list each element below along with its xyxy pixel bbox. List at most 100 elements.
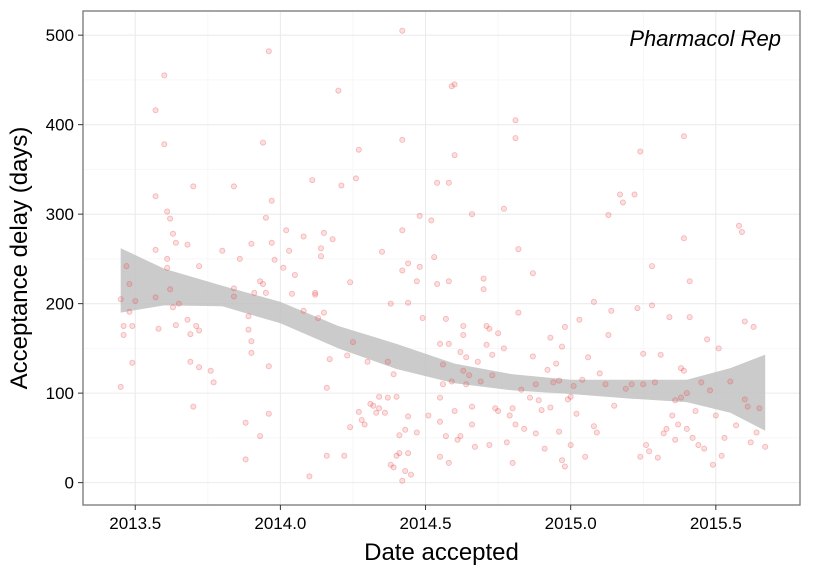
data-point xyxy=(486,325,493,332)
data-point xyxy=(436,340,443,347)
data-point xyxy=(187,358,194,365)
data-point xyxy=(492,405,499,412)
y-tick-label: 300 xyxy=(46,205,74,224)
data-point xyxy=(230,285,237,292)
data-point xyxy=(259,280,266,287)
data-point xyxy=(541,445,548,452)
data-point xyxy=(680,133,687,140)
data-point xyxy=(172,322,179,329)
data-point xyxy=(518,386,525,393)
data-point xyxy=(390,371,397,378)
data-point xyxy=(672,436,679,443)
data-point xyxy=(175,300,182,307)
data-point xyxy=(500,205,507,212)
x-tick-label: 2013.5 xyxy=(109,514,161,533)
data-point xyxy=(628,381,635,388)
data-point xyxy=(535,397,542,404)
data-point xyxy=(718,452,725,459)
data-point xyxy=(483,322,490,329)
data-point xyxy=(370,402,377,409)
data-point xyxy=(756,405,763,412)
data-point xyxy=(509,405,516,412)
data-point xyxy=(715,345,722,352)
data-point xyxy=(744,403,751,410)
data-point xyxy=(364,358,371,365)
data-point xyxy=(489,351,496,358)
data-point xyxy=(686,278,693,285)
data-point xyxy=(320,229,327,236)
x-tick-label: 2015.0 xyxy=(545,514,597,533)
data-point xyxy=(733,422,740,429)
data-point xyxy=(338,182,345,189)
data-point xyxy=(405,413,412,420)
data-point xyxy=(512,135,519,142)
data-point xyxy=(172,239,179,246)
data-point xyxy=(367,400,374,407)
data-point xyxy=(126,308,133,315)
data-point xyxy=(120,331,127,338)
data-point xyxy=(468,211,475,218)
data-point xyxy=(483,341,490,348)
data-point xyxy=(268,239,275,246)
data-point xyxy=(657,351,664,358)
data-point xyxy=(335,87,342,94)
data-point xyxy=(405,299,412,306)
data-point xyxy=(669,412,676,419)
data-point xyxy=(576,316,583,323)
data-point xyxy=(506,412,513,419)
data-point xyxy=(474,358,481,365)
data-point xyxy=(317,253,324,260)
data-point xyxy=(561,323,568,330)
data-point xyxy=(617,191,624,198)
data-point xyxy=(663,425,670,432)
data-point xyxy=(439,361,446,368)
data-point xyxy=(649,263,656,270)
data-point xyxy=(344,352,351,359)
data-point xyxy=(242,456,249,463)
data-point xyxy=(593,429,600,436)
data-point xyxy=(242,419,249,426)
data-point xyxy=(399,27,406,34)
data-point xyxy=(495,330,502,337)
data-point xyxy=(306,473,313,480)
data-point xyxy=(741,318,748,325)
data-point xyxy=(567,393,574,400)
data-point xyxy=(445,278,452,285)
data-point xyxy=(660,430,667,437)
data-point xyxy=(544,366,551,373)
data-point xyxy=(701,445,708,452)
data-point xyxy=(434,179,441,186)
smooth-confidence-band xyxy=(120,248,766,431)
data-point xyxy=(196,327,203,334)
data-point xyxy=(689,434,696,441)
x-tick-label: 2015.5 xyxy=(690,514,742,533)
data-point xyxy=(602,381,609,388)
data-point xyxy=(445,340,452,347)
data-point xyxy=(323,384,330,391)
data-point xyxy=(515,309,522,316)
data-point xyxy=(376,393,383,400)
data-point xyxy=(413,278,420,285)
data-point xyxy=(416,212,423,219)
data-point xyxy=(442,433,449,440)
data-point xyxy=(155,325,162,332)
data-point xyxy=(405,260,412,267)
data-point xyxy=(257,433,264,440)
data-point xyxy=(460,367,467,374)
data-point xyxy=(355,408,362,415)
data-point xyxy=(320,309,327,316)
data-point xyxy=(286,247,293,254)
data-point xyxy=(559,457,566,464)
data-point xyxy=(495,407,502,414)
data-point xyxy=(550,379,557,386)
data-point xyxy=(207,367,214,374)
data-point xyxy=(727,378,734,385)
data-point xyxy=(556,377,563,384)
data-point xyxy=(288,290,295,297)
confidence-band-layer xyxy=(120,248,766,431)
data-point xyxy=(126,280,133,287)
data-point xyxy=(436,453,443,460)
data-point xyxy=(683,425,690,432)
data-point xyxy=(230,293,237,300)
data-point xyxy=(259,139,266,146)
